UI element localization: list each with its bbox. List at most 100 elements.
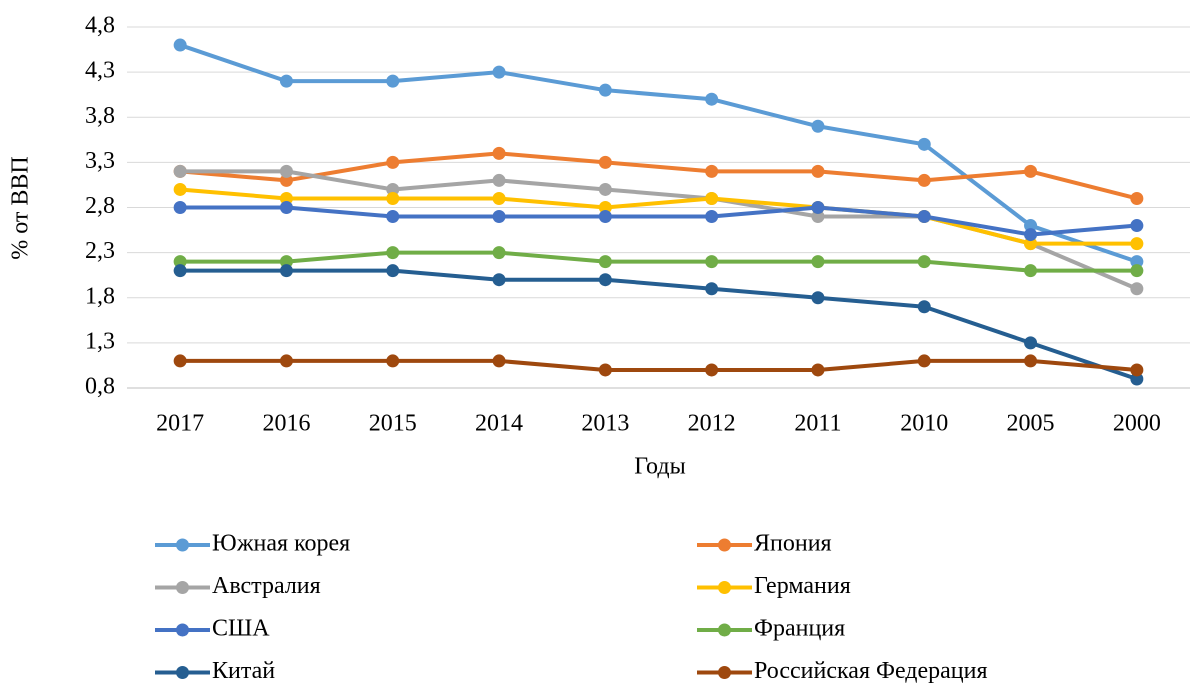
data-point <box>1024 354 1038 368</box>
y-tick-label: 3,3 <box>85 148 115 174</box>
data-point <box>811 291 825 305</box>
x-tick-label: 2016 <box>262 411 310 437</box>
data-point <box>811 210 825 224</box>
data-point <box>598 255 612 269</box>
data-point <box>1024 336 1038 350</box>
series-line <box>179 43 1138 264</box>
data-point <box>1130 255 1144 269</box>
data-point <box>386 155 400 169</box>
data-point <box>917 137 931 151</box>
data-point <box>386 191 400 205</box>
data-point <box>811 201 825 214</box>
data-point <box>173 264 187 278</box>
legend-marker <box>176 666 189 679</box>
series-line <box>179 187 1137 246</box>
data-point <box>492 246 506 260</box>
x-tick-label: 2015 <box>369 411 417 437</box>
data-point <box>492 191 506 205</box>
data-point <box>492 173 506 187</box>
x-tick-label: 2012 <box>688 411 736 437</box>
data-point <box>173 164 187 178</box>
data-point <box>1130 264 1144 278</box>
data-point <box>1024 164 1038 178</box>
data-point <box>279 191 293 205</box>
data-point <box>811 119 825 133</box>
legend-label: Франция <box>754 616 845 642</box>
legend-marker <box>718 538 731 552</box>
legend-marker <box>718 581 731 594</box>
data-point <box>705 210 719 224</box>
data-point <box>705 255 719 269</box>
series-line <box>179 151 1138 201</box>
data-point <box>705 164 719 178</box>
data-point <box>1130 219 1144 233</box>
data-point <box>1130 191 1144 205</box>
y-tick-label: 2,8 <box>85 193 115 219</box>
data-point <box>598 201 612 214</box>
y-tick-label: 1,8 <box>85 283 115 309</box>
legend-marker <box>176 538 189 552</box>
series-line <box>180 358 1138 372</box>
x-tick-label: 2010 <box>900 411 948 437</box>
data-point <box>173 201 187 214</box>
legend-marker <box>176 623 189 637</box>
data-point <box>1024 228 1038 242</box>
data-point <box>1024 219 1038 233</box>
data-point <box>279 164 293 178</box>
legend-label: США <box>212 616 270 642</box>
data-point <box>386 264 400 278</box>
data-point <box>173 182 187 196</box>
legend-label: Южная корея <box>212 531 350 557</box>
data-point <box>1130 237 1144 251</box>
data-point <box>492 210 506 224</box>
y-tick-label: 4,8 <box>85 13 115 39</box>
data-point <box>917 354 931 368</box>
data-point <box>598 210 612 224</box>
x-tick-label: 2005 <box>1007 411 1055 437</box>
data-point <box>279 255 293 269</box>
data-point <box>386 210 400 224</box>
legend-marker <box>718 666 731 679</box>
data-point <box>598 273 612 287</box>
data-point <box>598 182 612 196</box>
data-point <box>279 201 293 214</box>
series-line <box>180 205 1138 237</box>
data-point <box>598 155 612 169</box>
y-tick-label: 0,8 <box>85 374 115 400</box>
data-point <box>173 255 187 269</box>
x-tick-label: 2000 <box>1113 411 1161 437</box>
legend-label: Германия <box>754 573 851 599</box>
data-point <box>279 264 293 278</box>
data-point <box>1130 372 1144 386</box>
x-tick-label: 2014 <box>475 411 523 437</box>
data-point <box>386 74 400 88</box>
data-point <box>386 354 400 368</box>
data-point <box>811 164 825 178</box>
data-point <box>705 191 719 205</box>
data-point <box>279 74 293 88</box>
data-point <box>173 38 187 52</box>
data-point <box>598 83 612 97</box>
data-point <box>279 354 293 368</box>
data-point <box>492 65 506 79</box>
y-tick-label: 3,8 <box>85 103 115 129</box>
x-tick-label: 2011 <box>794 411 841 437</box>
legend-marker <box>176 581 189 594</box>
data-point <box>917 300 931 314</box>
data-point <box>492 146 506 160</box>
data-point <box>705 92 719 106</box>
data-point <box>811 363 825 377</box>
y-tick-label: 4,3 <box>85 58 115 84</box>
data-point <box>492 354 506 368</box>
legend-marker <box>718 623 731 637</box>
data-point <box>1024 264 1038 278</box>
data-point <box>386 246 400 260</box>
x-axis-label: Годы <box>634 454 685 480</box>
legend-label: Китай <box>212 658 275 684</box>
legend-label: Австралия <box>212 573 321 599</box>
legend-label: Российская Федерация <box>754 658 988 684</box>
series-line <box>180 268 1138 381</box>
data-point <box>705 363 719 377</box>
data-point <box>279 173 293 187</box>
